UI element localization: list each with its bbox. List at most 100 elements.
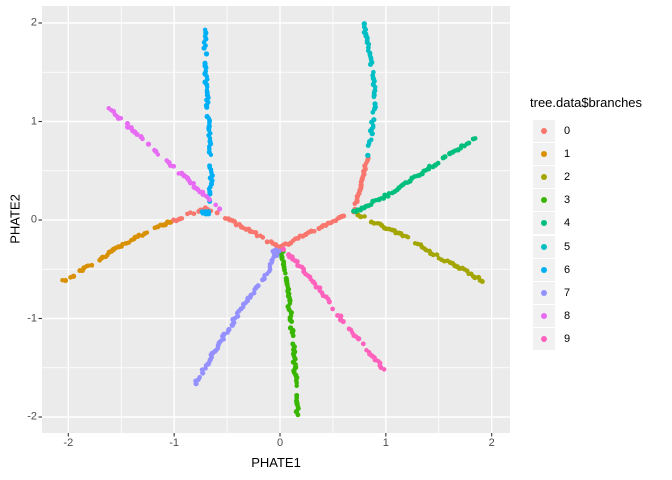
data-points-layer — [60, 21, 485, 418]
branch-2-point — [371, 220, 377, 226]
branch-9-point — [294, 259, 300, 265]
branch-3-point — [289, 319, 295, 324]
branch-1-point — [70, 273, 77, 279]
branch-0-point — [191, 211, 197, 217]
branch-1-point — [136, 232, 142, 238]
branch-3-point — [283, 271, 288, 276]
branch-9-point — [355, 336, 362, 342]
branch-9-point — [340, 318, 346, 325]
branch-6-point — [204, 84, 210, 90]
legend-item-4: 4 — [528, 212, 642, 235]
legend-key — [533, 212, 555, 235]
legend-key — [533, 235, 555, 258]
branch-9-point — [381, 367, 387, 372]
x-axis-title: PHATE1 — [251, 455, 301, 470]
legend-color-dot — [541, 313, 547, 320]
branch-9-point — [330, 306, 335, 312]
branch-2-point — [430, 252, 436, 258]
branch-0-point — [312, 229, 317, 234]
branch-4-point — [442, 154, 448, 160]
legend-item-9: 9 — [528, 328, 642, 351]
x-tick-label: 0 — [276, 437, 284, 449]
branch-0-point — [188, 210, 193, 215]
legend-color-dot — [541, 266, 547, 273]
branch-8-point — [145, 141, 152, 147]
branch-1-point — [85, 263, 91, 269]
legend-color-dot — [541, 336, 547, 343]
branch-8-point — [171, 163, 177, 169]
legend-item-label: 6 — [564, 263, 571, 276]
y-tick-label: -2 — [27, 410, 37, 423]
branch-2-point — [358, 214, 364, 220]
branch-1-point — [89, 262, 95, 268]
x-tick-label: 2 — [488, 437, 495, 449]
branch-2-point — [472, 274, 478, 281]
branch-2-point — [405, 234, 411, 240]
branch-7-point — [200, 370, 206, 376]
legend-color-dot — [541, 127, 547, 134]
branch-0-point — [179, 216, 185, 221]
legend-item-8: 8 — [528, 305, 642, 328]
x-tick-label: -1 — [169, 437, 180, 449]
legend-key — [533, 281, 555, 304]
branch-5-point — [365, 152, 371, 159]
branch-6-point — [201, 45, 207, 51]
branch-7-point — [260, 277, 266, 283]
legend-item-label: 8 — [564, 310, 571, 323]
branch-8-point — [118, 116, 124, 121]
branch-4-point — [435, 160, 441, 166]
branch-6-point — [204, 104, 210, 110]
branch-0-point — [341, 213, 347, 219]
x-tick-label: 1 — [382, 437, 389, 449]
branch-4-point — [466, 140, 472, 146]
legend-color-dot — [541, 289, 547, 296]
branch-5-point — [371, 94, 377, 100]
branch-5-point — [369, 130, 375, 137]
legend-item-label: 7 — [564, 286, 571, 299]
legend-item-2: 2 — [528, 165, 642, 188]
legend-key — [533, 328, 555, 351]
legend-item-6: 6 — [528, 258, 642, 281]
legend-color-dot — [541, 243, 547, 250]
branch-8-point — [207, 197, 212, 203]
branch-7-point — [273, 250, 279, 256]
branch-8-point — [213, 202, 218, 208]
branch-3-point — [294, 383, 299, 389]
branch-9-point — [326, 299, 332, 305]
legend-item-5: 5 — [528, 235, 642, 258]
y-tick-label: 2 — [30, 16, 37, 29]
branch-6-point — [203, 65, 209, 71]
legend-items: 0 1 2 3 4 5 6 7 8 9 — [528, 119, 642, 351]
branch-6-point — [203, 51, 210, 57]
branch-2-point — [400, 233, 406, 239]
branch-5-point — [365, 143, 371, 149]
y-tick-label: 1 — [30, 115, 37, 127]
legend-item-1: 1 — [528, 142, 642, 165]
y-tick-label: 0 — [30, 213, 37, 226]
branch-5-point — [370, 109, 376, 115]
legend-color-dot — [541, 150, 547, 157]
legend-color-dot — [541, 220, 547, 227]
branch-1-point — [62, 278, 69, 284]
branch-8-point — [155, 152, 161, 157]
y-tick-label: -1 — [27, 312, 37, 324]
legend-key — [533, 119, 555, 142]
branch-8-point — [134, 131, 140, 137]
branch-7-point — [229, 322, 235, 328]
branch-3-point — [290, 333, 296, 339]
legend-item-7: 7 — [528, 281, 642, 304]
legend-key — [533, 142, 555, 165]
legend-item-label: 4 — [564, 217, 571, 230]
branch-5-point — [361, 21, 367, 27]
branch-0-point — [214, 210, 220, 216]
branch-9-point — [360, 341, 366, 347]
x-tick-label: -2 — [63, 437, 74, 449]
legend-key — [533, 189, 555, 212]
branch-2-point — [362, 214, 367, 219]
legend-item-label: 3 — [564, 194, 571, 207]
legend-item-label: 0 — [564, 124, 571, 137]
legend: tree.data$branches 0 1 2 3 4 5 6 7 8 9 — [528, 95, 642, 351]
legend-item-label: 9 — [564, 333, 571, 346]
